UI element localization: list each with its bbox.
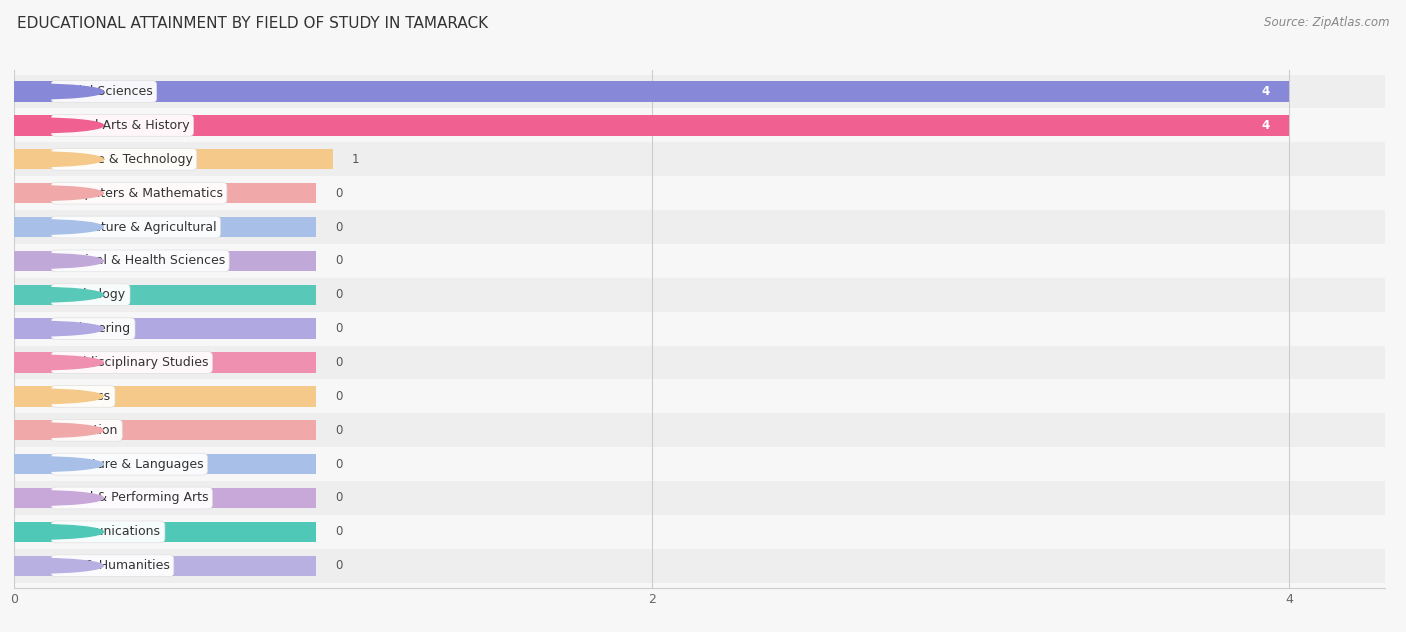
Text: Literature & Languages: Literature & Languages: [55, 458, 202, 471]
Text: 0: 0: [335, 288, 342, 301]
Circle shape: [0, 288, 103, 302]
Text: Computers & Mathematics: Computers & Mathematics: [55, 186, 222, 200]
Text: 0: 0: [335, 525, 342, 538]
Bar: [14, 278, 1385, 312]
Bar: [14, 346, 1385, 379]
Text: 0: 0: [335, 423, 342, 437]
Bar: [14, 379, 1385, 413]
Text: Liberal Arts & History: Liberal Arts & History: [55, 119, 190, 132]
Text: Social Sciences: Social Sciences: [55, 85, 152, 98]
Text: Source: ZipAtlas.com: Source: ZipAtlas.com: [1264, 16, 1389, 29]
Text: Arts & Humanities: Arts & Humanities: [55, 559, 169, 572]
Bar: [14, 556, 316, 576]
Circle shape: [0, 186, 103, 200]
Text: 0: 0: [335, 390, 342, 403]
Text: Science & Technology: Science & Technology: [55, 153, 193, 166]
Circle shape: [0, 355, 103, 370]
Circle shape: [0, 84, 103, 99]
Text: Business: Business: [55, 390, 111, 403]
Text: Physical & Health Sciences: Physical & Health Sciences: [55, 255, 225, 267]
Circle shape: [0, 152, 103, 167]
Text: 0: 0: [335, 458, 342, 471]
Bar: [14, 149, 333, 169]
Bar: [14, 454, 316, 474]
Bar: [14, 521, 316, 542]
Text: Engineering: Engineering: [55, 322, 131, 335]
Bar: [14, 353, 316, 373]
Bar: [14, 420, 316, 441]
Bar: [14, 549, 1385, 583]
Text: 0: 0: [335, 186, 342, 200]
Bar: [14, 109, 1385, 142]
Text: Bio, Nature & Agricultural: Bio, Nature & Agricultural: [55, 221, 217, 234]
Bar: [14, 447, 1385, 481]
Text: EDUCATIONAL ATTAINMENT BY FIELD OF STUDY IN TAMARACK: EDUCATIONAL ATTAINMENT BY FIELD OF STUDY…: [17, 16, 488, 31]
Circle shape: [0, 118, 103, 133]
Text: Communications: Communications: [55, 525, 160, 538]
Bar: [14, 176, 1385, 210]
Bar: [14, 488, 316, 508]
Bar: [14, 251, 316, 271]
Circle shape: [0, 389, 103, 404]
Text: 0: 0: [335, 492, 342, 504]
Bar: [14, 82, 1289, 102]
Text: 0: 0: [335, 356, 342, 369]
Circle shape: [0, 219, 103, 234]
Bar: [14, 115, 1289, 136]
Bar: [14, 183, 316, 204]
Circle shape: [0, 321, 103, 336]
Circle shape: [0, 525, 103, 539]
Bar: [14, 210, 1385, 244]
Circle shape: [0, 253, 103, 269]
Bar: [14, 413, 1385, 447]
Text: Education: Education: [55, 423, 118, 437]
Text: 0: 0: [335, 255, 342, 267]
Bar: [14, 386, 316, 406]
Circle shape: [0, 457, 103, 471]
Circle shape: [0, 423, 103, 438]
Text: Multidisciplinary Studies: Multidisciplinary Studies: [55, 356, 208, 369]
Bar: [14, 142, 1385, 176]
Bar: [14, 319, 316, 339]
Text: 0: 0: [335, 559, 342, 572]
Text: Psychology: Psychology: [55, 288, 125, 301]
Bar: [14, 75, 1385, 109]
Bar: [14, 244, 1385, 278]
Bar: [14, 481, 1385, 515]
Text: 1: 1: [352, 153, 360, 166]
Text: 0: 0: [335, 322, 342, 335]
Bar: [14, 284, 316, 305]
Bar: [14, 312, 1385, 346]
Bar: [14, 217, 316, 237]
Bar: [14, 515, 1385, 549]
Text: 4: 4: [1263, 119, 1270, 132]
Text: Visual & Performing Arts: Visual & Performing Arts: [55, 492, 208, 504]
Text: 0: 0: [335, 221, 342, 234]
Text: 4: 4: [1263, 85, 1270, 98]
Circle shape: [0, 490, 103, 506]
Circle shape: [0, 558, 103, 573]
